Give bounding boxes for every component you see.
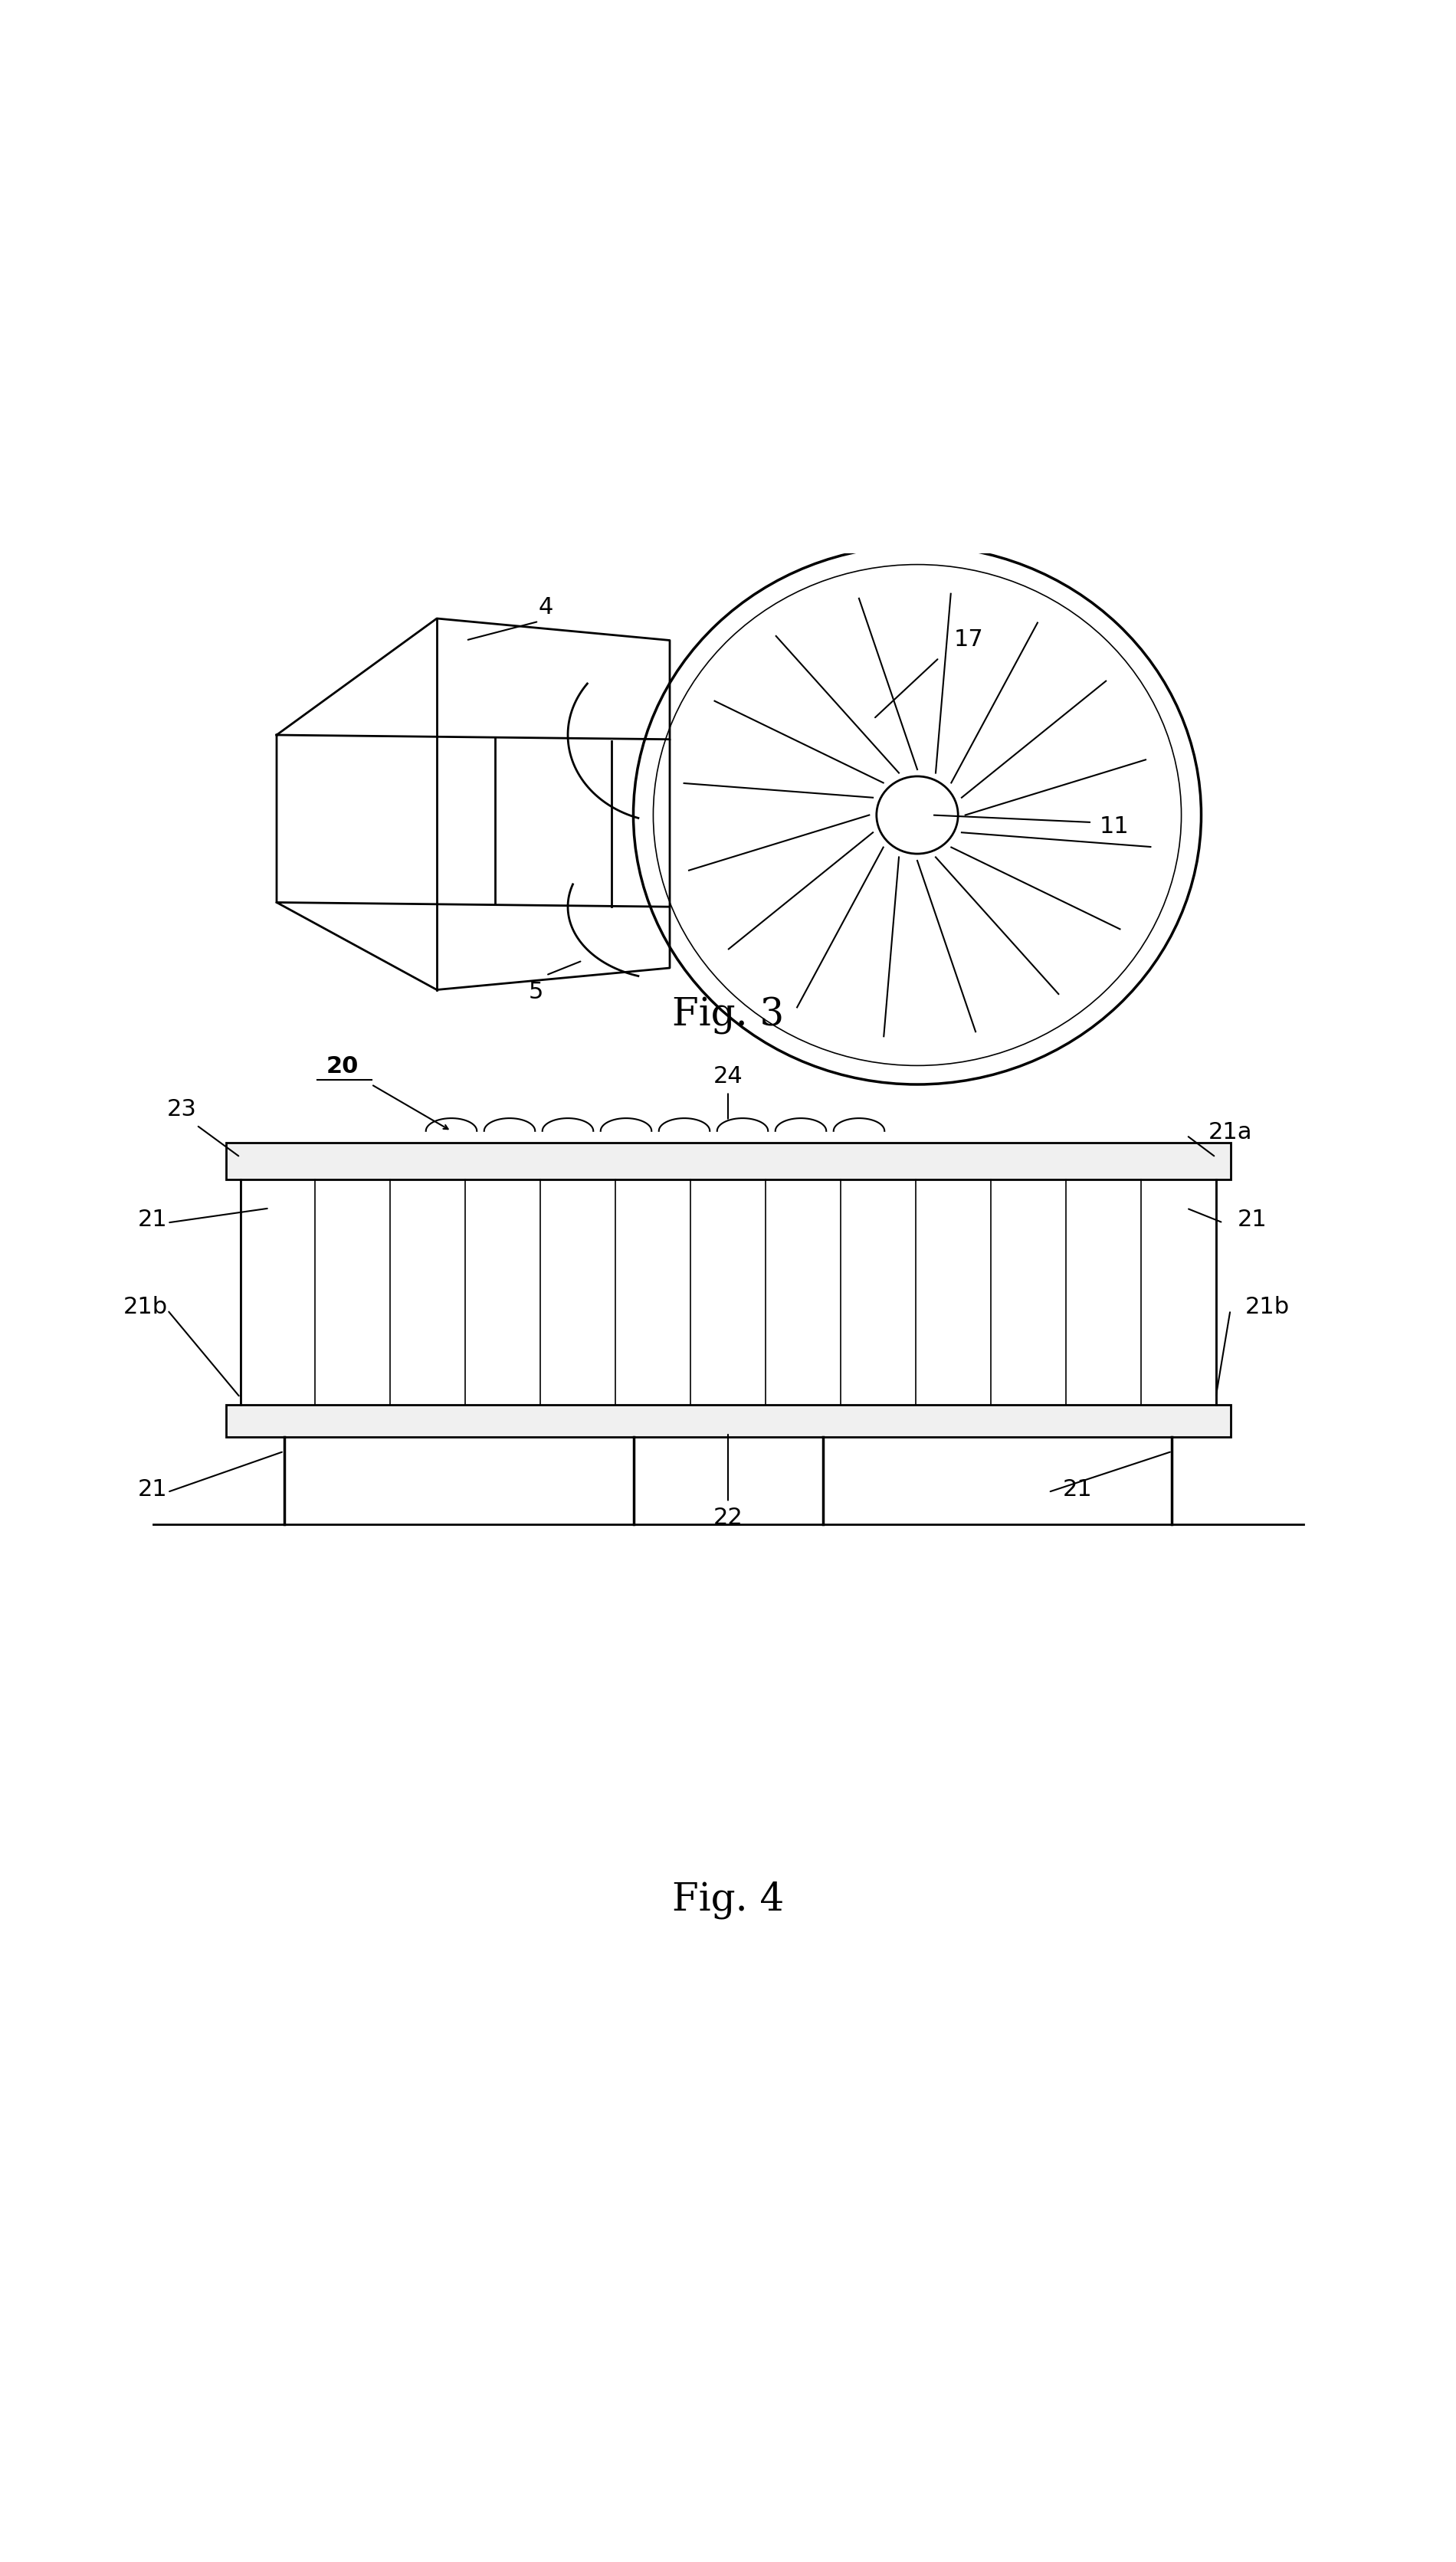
Text: 21b: 21b: [124, 1296, 167, 1319]
Bar: [226, 1143, 1230, 1179]
Text: 21: 21: [138, 1478, 167, 1501]
Text: 5: 5: [529, 981, 543, 1004]
Text: 21b: 21b: [1245, 1296, 1290, 1319]
Text: 21: 21: [1063, 1478, 1092, 1501]
Text: 23: 23: [167, 1099, 197, 1120]
Text: Fig. 3: Fig. 3: [673, 997, 783, 1035]
Text: 21a: 21a: [1208, 1122, 1252, 1143]
Ellipse shape: [877, 776, 958, 853]
Text: 21: 21: [1238, 1209, 1267, 1230]
Text: 22: 22: [713, 1506, 743, 1530]
Text: 24: 24: [713, 1066, 743, 1086]
Text: 4: 4: [539, 597, 553, 617]
Text: 11: 11: [1099, 815, 1128, 838]
Text: 17: 17: [954, 628, 983, 651]
Text: 20: 20: [326, 1056, 358, 1076]
Text: 21: 21: [138, 1209, 167, 1230]
Bar: [226, 1404, 1230, 1437]
Text: Fig. 4: Fig. 4: [673, 1881, 783, 1919]
